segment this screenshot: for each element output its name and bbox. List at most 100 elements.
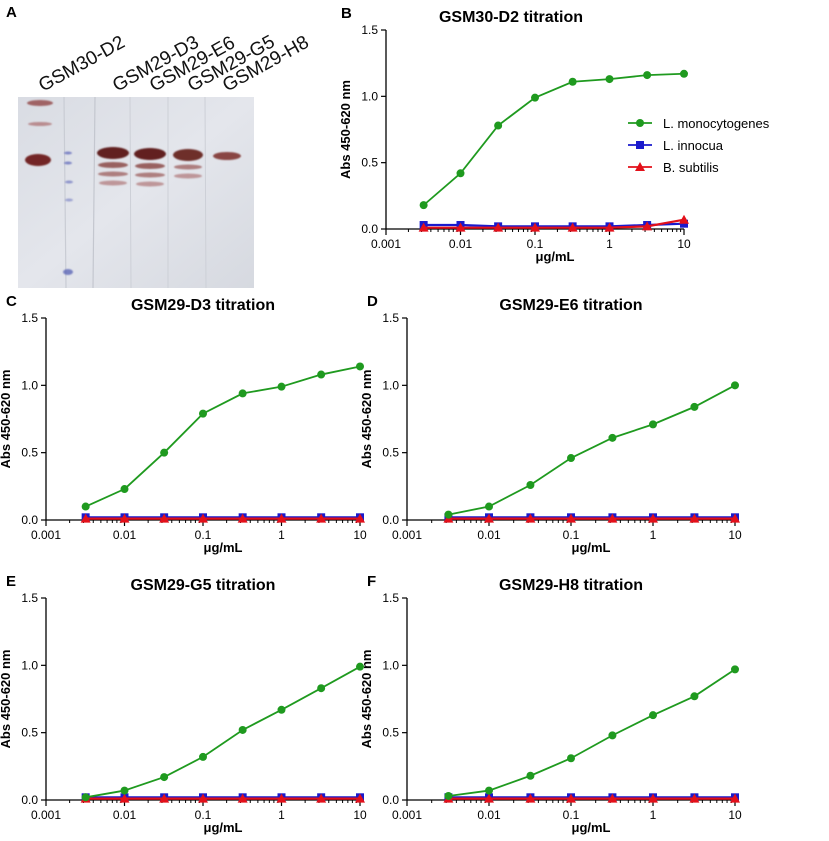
x-tick-label: 10 [677, 237, 691, 251]
data-point [680, 69, 688, 78]
y-axis-label: Abs 450-620 nm [359, 370, 374, 469]
panel-letter-c: C [6, 293, 17, 310]
data-point [316, 513, 327, 523]
panel-letter-f: F [367, 573, 376, 590]
data-point [159, 793, 170, 803]
data-point [567, 754, 575, 763]
x-axis-label: μg/mL [203, 540, 242, 555]
x-tick-label: 0.001 [371, 237, 401, 251]
data-point [120, 786, 129, 795]
series-line [448, 384, 736, 516]
data-point [485, 502, 493, 511]
chart-panel-b: B GSM30-D2 titration 0.0 0.5 1.0 1.5 0.001 0.01… [338, 5, 770, 264]
x-tick-label: 1 [606, 237, 613, 251]
legend-marker [636, 141, 644, 149]
data-point [649, 711, 657, 720]
data-point [730, 793, 740, 803]
y-tick-label: 0.5 [21, 446, 38, 460]
data-point [731, 665, 739, 674]
data-point [567, 222, 578, 232]
x-tick-label: 0.1 [527, 237, 544, 251]
data-point [418, 222, 429, 232]
y-tick-label: 0.0 [382, 513, 399, 527]
legend-marker [635, 162, 645, 171]
data-point [455, 222, 466, 232]
series-b-subtilis [443, 513, 740, 523]
x-tick-label: 10 [728, 528, 742, 542]
data-point [237, 513, 248, 523]
data-point [355, 793, 365, 803]
blot-membrane-image [18, 96, 254, 289]
data-point [643, 71, 652, 80]
data-point [199, 409, 207, 418]
x-tick-label: 0.1 [563, 808, 580, 822]
series-b-subtilis [443, 793, 740, 803]
y-tick-label: 1.5 [382, 591, 399, 605]
chart-title: GSM29-H8 titration [499, 577, 643, 594]
data-point [607, 513, 618, 523]
x-tick-label: 0.01 [449, 237, 473, 251]
panel-letter-b: B [341, 5, 352, 22]
legend-label: B. subtilis [663, 160, 719, 175]
series-line [423, 222, 685, 228]
y-tick-label: 0.5 [382, 446, 399, 460]
data-point [525, 513, 536, 523]
data-point [198, 513, 208, 523]
series-l-monocytogenes [444, 665, 739, 800]
data-point [160, 773, 169, 782]
y-tick-label: 0.0 [361, 222, 378, 236]
data-point [444, 510, 453, 519]
x-tick-label: 10 [353, 808, 367, 822]
x-tick-label: 0.1 [563, 528, 580, 542]
x-tick-label: 0.01 [477, 808, 501, 822]
data-point [120, 485, 129, 494]
x-tick-label: 0.01 [113, 528, 137, 542]
data-point [198, 793, 208, 803]
panel-letter-d: D [367, 293, 378, 310]
data-point [199, 752, 207, 761]
y-tick-label: 1.5 [21, 591, 38, 605]
data-point [566, 513, 576, 523]
x-tick-label: 1 [650, 528, 657, 542]
data-point [159, 513, 170, 523]
legend: L. monocytogenes L. innocua B. subtilis [628, 116, 770, 175]
data-point [649, 420, 657, 429]
y-axis-label: Abs 450-620 nm [0, 370, 13, 469]
legend-label: L. innocua [663, 138, 724, 153]
series-l-monocytogenes [419, 69, 688, 210]
data-point [730, 513, 740, 523]
data-point [484, 513, 494, 523]
chart-title: GSM30-D2 titration [439, 9, 583, 26]
chart-panel-c: C GSM29-D3 titration 0.0 0.5 1.0 1.5 0.001 0.01… [0, 293, 367, 555]
data-point [530, 222, 540, 232]
data-point [419, 201, 428, 210]
data-point [81, 502, 90, 511]
x-axis-label: μg/mL [535, 249, 574, 264]
y-tick-label: 1.5 [361, 23, 378, 37]
series-line [85, 365, 361, 508]
data-point [566, 793, 576, 803]
data-point [493, 222, 504, 232]
series-l-monocytogenes [81, 662, 364, 802]
data-point [608, 433, 617, 442]
y-tick-label: 0.5 [361, 156, 378, 170]
data-point [80, 513, 91, 523]
legend-entry: L. monocytogenes [628, 116, 770, 131]
x-axis-label: μg/mL [203, 820, 242, 835]
data-point [531, 93, 539, 102]
data-point [568, 77, 577, 86]
data-point [608, 731, 617, 740]
panel-letter-e: E [6, 573, 16, 590]
data-point [456, 169, 465, 178]
chart-panel-d: D GSM29-E6 titration 0.0 0.5 1.0 1.5 0.001 0.01… [359, 293, 742, 555]
legend-entry: L. innocua [628, 138, 724, 153]
y-tick-label: 1.5 [21, 311, 38, 325]
legend-label: L. monocytogenes [663, 116, 770, 131]
x-tick-label: 0.1 [195, 528, 212, 542]
data-point [484, 793, 494, 803]
data-point [642, 221, 653, 231]
data-point [494, 121, 503, 130]
data-point [525, 793, 536, 803]
data-point [679, 214, 689, 224]
